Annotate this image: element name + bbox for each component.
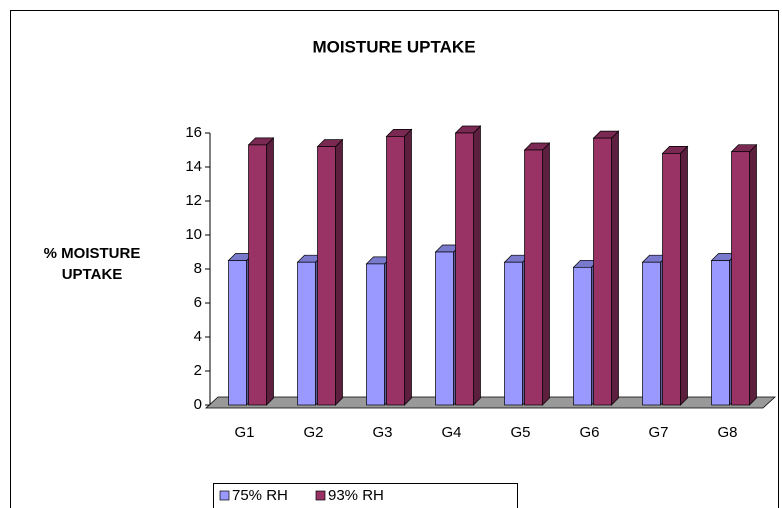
bar-front <box>228 260 247 406</box>
bar-side <box>749 143 757 406</box>
y-tick-label: 0 <box>194 396 202 413</box>
bar-front <box>642 261 661 406</box>
bar-front <box>317 146 336 406</box>
bar-front <box>386 136 405 406</box>
x-tick-label: G5 <box>510 424 530 441</box>
chart-title: MOISTURE UPTAKE <box>312 37 475 56</box>
y-tick-label: 12 <box>185 192 202 209</box>
x-tick-label: G6 <box>579 424 599 441</box>
x-tick-label: G4 <box>441 424 461 441</box>
bar-front <box>662 153 681 406</box>
bar <box>730 143 758 406</box>
bar-side <box>266 137 274 406</box>
legend-label: 75% RH <box>232 487 288 504</box>
bar-front <box>711 260 730 406</box>
bar-front <box>593 137 612 406</box>
bar-side <box>404 128 412 406</box>
bar <box>661 145 689 406</box>
legend-swatch <box>315 490 326 501</box>
chart-border <box>10 10 779 508</box>
bar-side <box>680 145 688 406</box>
bar-side <box>335 138 343 406</box>
floor <box>204 396 777 409</box>
bar-front <box>731 151 750 406</box>
bar-front <box>455 132 474 406</box>
bar-front <box>504 261 523 406</box>
bar-front <box>524 149 543 406</box>
bar <box>385 128 413 406</box>
x-tick-label: G1 <box>234 424 254 441</box>
y-tick-label: 8 <box>194 260 202 277</box>
bar <box>316 138 344 406</box>
bar-front <box>297 261 316 406</box>
bar-front <box>435 251 454 406</box>
x-tick-label: G8 <box>717 424 737 441</box>
y-tick-label: 6 <box>194 294 202 311</box>
bar <box>454 125 482 406</box>
y-axis-label: % MOISTURE UPTAKE <box>43 245 141 283</box>
bar-front <box>573 266 592 406</box>
bar <box>523 142 551 406</box>
bar-side <box>542 142 550 406</box>
y-tick-label: 2 <box>194 362 202 379</box>
y-tick-label: 4 <box>194 328 202 345</box>
y-tick-label: 10 <box>185 226 202 243</box>
legend-label: 93% RH <box>328 487 384 504</box>
bar-side <box>611 130 619 406</box>
bar <box>247 137 275 406</box>
x-tick-label: G2 <box>303 424 323 441</box>
legend-box <box>213 483 518 508</box>
legend-swatch <box>219 490 230 501</box>
bar-front <box>366 263 385 406</box>
bar-front <box>248 144 267 406</box>
bar-side <box>473 125 481 406</box>
x-tick-label: G3 <box>372 424 392 441</box>
y-tick-label: 14 <box>185 158 202 175</box>
bar <box>592 130 620 406</box>
x-tick-label: G7 <box>648 424 668 441</box>
y-tick-label: 16 <box>185 124 202 141</box>
